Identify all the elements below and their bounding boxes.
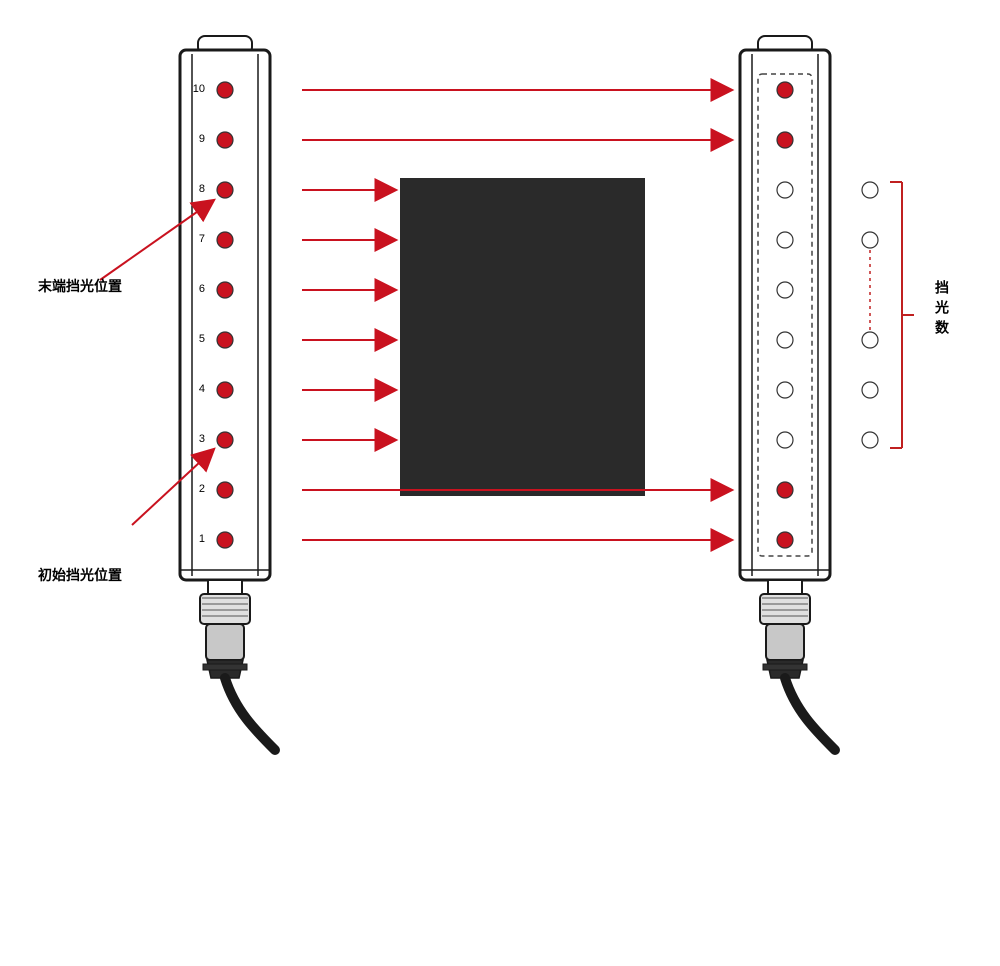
led-number: 5 — [187, 333, 205, 345]
led-number: 6 — [187, 283, 205, 295]
led-number: 7 — [187, 233, 205, 245]
led-number: 1 — [187, 533, 205, 545]
led-number: 3 — [187, 433, 205, 445]
label-end-block: 末端挡光位置 — [38, 276, 122, 296]
diagram-canvas: 末端挡光位置 初始挡光位置 挡光数 10 9 8 7 6 5 4 3 2 1 — [0, 0, 1000, 966]
led-number: 4 — [187, 383, 205, 395]
diagram-svg — [0, 0, 1000, 966]
led-number: 8 — [187, 183, 205, 195]
label-block-count: 挡光数 — [932, 280, 952, 340]
led-number: 9 — [187, 133, 205, 145]
led-number: 2 — [187, 483, 205, 495]
led-number: 10 — [187, 83, 205, 95]
label-start-block: 初始挡光位置 — [38, 565, 122, 585]
